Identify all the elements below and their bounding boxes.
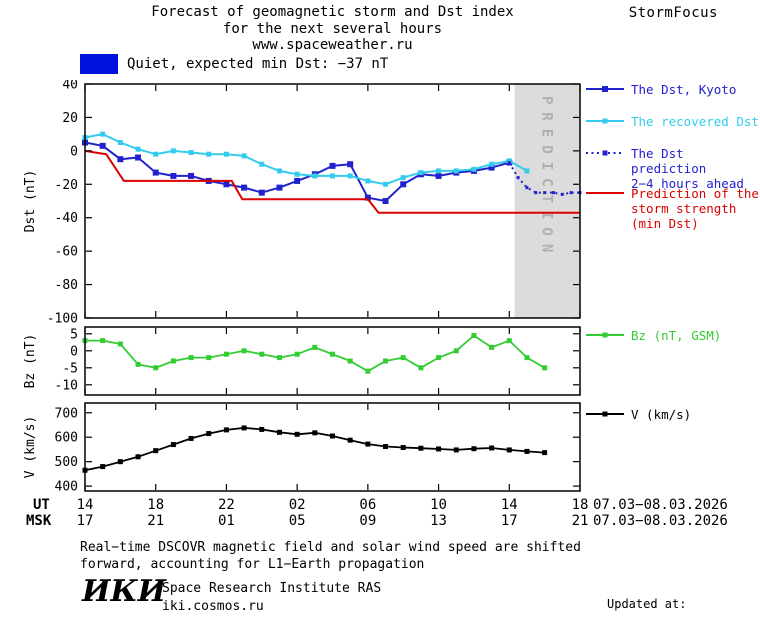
legend-storm-strength-line2: storm strength <box>631 201 737 216</box>
legend-v-label: V (km/s) <box>631 407 692 422</box>
svg-text:20: 20 <box>62 111 78 126</box>
svg-text:5: 5 <box>70 327 78 342</box>
storm-level-color-box <box>80 54 118 74</box>
svg-text:V (km/s): V (km/s) <box>23 416 38 479</box>
bz-line-swatch <box>585 328 625 341</box>
dst-chart: PREDICTION 40 20 0 -20 -40 -60 -80 -100 Dst (nT) <box>23 80 582 324</box>
svg-text:40: 40 <box>62 80 78 93</box>
legend-dst-prediction-label: The Dst prediction 2−4 hours ahead <box>631 146 760 191</box>
dst-kyoto-line-swatch <box>585 82 625 95</box>
svg-text:-60: -60 <box>55 245 78 260</box>
svg-text:700: 700 <box>55 406 78 421</box>
msk-row-label: MSK <box>26 513 52 529</box>
legend-recovered-dst-label: The recovered Dst <box>631 114 759 129</box>
msk-tick: 21 <box>571 513 589 529</box>
ut-tick: 02 <box>288 497 306 513</box>
svg-text:-10: -10 <box>55 378 78 393</box>
svg-text:PREDICTION: PREDICTION <box>538 96 554 260</box>
title-line-2: for the next several hours <box>222 20 443 37</box>
svg-text:Bz (nT): Bz (nT) <box>23 334 38 389</box>
svg-text:500: 500 <box>55 455 78 470</box>
svg-text:-100: -100 <box>47 312 78 324</box>
svg-text:400: 400 <box>55 480 78 495</box>
ut-tick: 10 <box>430 497 447 513</box>
storm-level-text: Quiet, expected min Dst: −37 nT <box>127 56 389 72</box>
storm-level-indicator: Quiet, expected min Dst: −37 nT <box>80 54 388 74</box>
propagation-note: Real−time DSCOVR magnetic field and sola… <box>80 539 581 573</box>
svg-text:-20: -20 <box>55 178 78 193</box>
msk-tick: 21 <box>147 513 165 529</box>
v-line-swatch <box>585 407 625 420</box>
legend-storm-strength-label: Prediction of the storm strength (min Ds… <box>631 186 759 231</box>
bz-chart: 5 0 -5 -10 Bz (nT) <box>23 326 581 396</box>
msk-tick: 09 <box>359 513 377 529</box>
legend-bz-label: Bz (nT, GSM) <box>631 328 722 343</box>
msk-tick: 17 <box>500 513 518 529</box>
updated-block: Updated at: UT 14:05, 08.03.2026 MSK 17:… <box>602 564 754 620</box>
msk-tick: 01 <box>217 513 235 529</box>
ut-date-range: 07.03−08.03.2026 <box>593 497 728 513</box>
msk-tick: 05 <box>288 513 306 529</box>
dst-prediction-line-swatch <box>585 146 625 159</box>
svg-text:600: 600 <box>55 431 78 446</box>
legend-bz: Bz (nT, GSM) <box>585 328 721 343</box>
storm-strength-line-swatch <box>585 186 625 199</box>
iki-logo: ИКИ <box>82 574 166 609</box>
institute-name: Space Research Institute RAS <box>162 581 382 596</box>
brand-stormfocus: StormFocus <box>628 5 718 21</box>
note-line-2: forward, accounting for L1−Earth propaga… <box>80 557 425 572</box>
updated-label: Updated at: <box>607 597 687 611</box>
page-title: Forecast of geomagnetic storm and Dst in… <box>85 4 580 54</box>
legend-dst-prediction: The Dst prediction 2−4 hours ahead <box>585 146 760 191</box>
ut-tick: 18 <box>571 497 589 513</box>
svg-text:0: 0 <box>70 344 78 359</box>
legend-storm-strength: Prediction of the storm strength (min Ds… <box>585 186 759 231</box>
msk-tick: 13 <box>430 513 447 529</box>
legend-dst-kyoto: The Dst, Kyoto <box>585 82 736 97</box>
svg-text:Dst (nT): Dst (nT) <box>23 170 38 233</box>
legend-dst-kyoto-label: The Dst, Kyoto <box>631 82 737 97</box>
ut-tick: 22 <box>217 497 235 513</box>
v-chart: 700 600 500 400 V (km/s) <box>23 402 581 495</box>
legend-dst-prediction-line1: The Dst prediction <box>631 146 707 176</box>
x-axis-labels: UT MSK 07.03−08.03.2026 07.03−08.03.2026… <box>0 497 760 531</box>
title-line-1: Forecast of geomagnetic storm and Dst in… <box>151 4 514 20</box>
legend-storm-strength-line3: (min Dst) <box>631 216 699 231</box>
svg-text:-40: -40 <box>55 211 78 226</box>
note-line-1: Real−time DSCOVR magnetic field and sola… <box>80 540 581 555</box>
ut-tick: 14 <box>500 497 518 513</box>
recovered-dst-line-swatch <box>585 114 625 127</box>
legend-v: V (km/s) <box>585 407 691 422</box>
msk-tick: 17 <box>76 513 94 529</box>
legend-dst-prediction-line2: 2−4 hours ahead <box>631 176 744 191</box>
institute-site-url: iki.cosmos.ru <box>162 599 264 614</box>
ut-row-label: UT <box>33 497 50 513</box>
ut-tick: 06 <box>359 497 377 513</box>
legend-storm-strength-line1: Prediction of the <box>631 186 759 201</box>
legend-recovered-dst: The recovered Dst <box>585 114 759 129</box>
svg-text:0: 0 <box>70 144 78 159</box>
header-site-url: www.spaceweather.ru <box>252 37 413 53</box>
svg-text:-80: -80 <box>55 278 78 293</box>
ut-tick: 18 <box>147 497 165 513</box>
msk-date-range: 07.03−08.03.2026 <box>593 513 728 529</box>
svg-text:-5: -5 <box>62 361 78 376</box>
ut-tick: 14 <box>76 497 94 513</box>
